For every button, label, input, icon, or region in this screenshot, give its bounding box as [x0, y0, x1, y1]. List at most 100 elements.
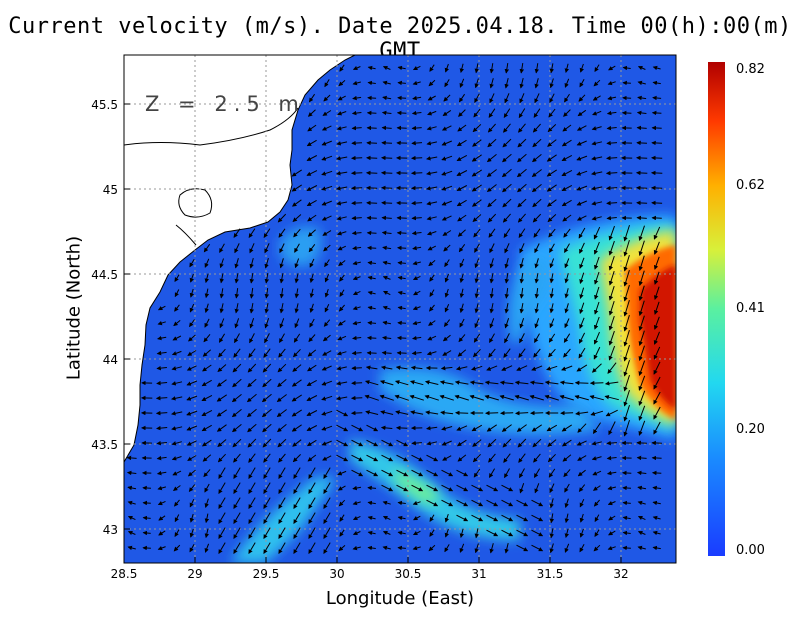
- velocity-arrow: [380, 425, 393, 431]
- velocity-arrow: [366, 335, 377, 341]
- velocity-arrow: [519, 77, 524, 89]
- velocity-arrow: [412, 80, 421, 86]
- velocity-arrow: [395, 410, 409, 415]
- velocity-arrow: [397, 515, 406, 521]
- velocity-arrow: [380, 170, 393, 176]
- velocity-arrow: [486, 365, 498, 371]
- velocity-arrow: [487, 138, 497, 148]
- velocity-arrow: [217, 364, 227, 372]
- velocity-arrow: [592, 485, 601, 491]
- velocity-arrow: [576, 170, 588, 176]
- velocity-arrow: [174, 304, 180, 312]
- velocity-arrow: [203, 243, 211, 253]
- velocity-arrow: [352, 260, 361, 266]
- velocity-arrow: [294, 273, 299, 284]
- velocity-arrow: [638, 390, 646, 406]
- velocity-arrow: [516, 514, 529, 522]
- velocity-arrow: [636, 215, 647, 221]
- velocity-arrow: [637, 515, 646, 521]
- velocity-arrow: [439, 394, 454, 401]
- velocity-arrow: [454, 394, 469, 401]
- velocity-arrow: [441, 215, 452, 221]
- velocity-arrow: [579, 528, 584, 538]
- velocity-arrow: [338, 80, 346, 87]
- velocity-arrow: [516, 424, 527, 432]
- velocity-arrow: [293, 467, 301, 480]
- velocity-arrow: [367, 260, 376, 266]
- velocity-arrow: [605, 170, 618, 176]
- velocity-arrow: [171, 411, 183, 416]
- velocity-arrow: [218, 467, 226, 480]
- velocity-arrow: [516, 544, 529, 552]
- velocity-arrow: [352, 545, 361, 551]
- velocity-arrow: [233, 542, 241, 555]
- velocity-arrow: [563, 469, 571, 478]
- velocity-arrow: [307, 229, 316, 237]
- velocity-arrow: [157, 485, 167, 491]
- velocity-arrow: [155, 410, 168, 416]
- velocity-arrow: [591, 441, 602, 446]
- velocity-arrow: [579, 287, 585, 300]
- velocity-arrow: [442, 350, 452, 356]
- velocity-arrow: [561, 365, 573, 371]
- velocity-arrow: [531, 169, 542, 177]
- velocity-arrow: [502, 438, 512, 448]
- velocity-arrow: [338, 499, 346, 507]
- velocity-arrow: [204, 483, 210, 493]
- velocity-arrow: [201, 394, 213, 402]
- velocity-arrow: [608, 530, 616, 536]
- velocity-arrow: [606, 155, 618, 161]
- velocity-arrow: [489, 303, 494, 314]
- velocity-arrow: [261, 408, 272, 418]
- velocity-arrow: [409, 394, 424, 401]
- velocity-arrow: [579, 498, 585, 508]
- velocity-arrow: [441, 484, 454, 492]
- velocity-arrow: [412, 320, 422, 326]
- velocity-arrow: [441, 125, 452, 131]
- velocity-arrow: [247, 438, 257, 448]
- velocity-arrow: [309, 288, 315, 299]
- velocity-arrow: [216, 409, 227, 417]
- velocity-arrow: [638, 375, 646, 391]
- velocity-arrow: [489, 258, 494, 269]
- velocity-arrow: [322, 334, 331, 342]
- velocity-arrow: [367, 545, 376, 551]
- velocity-arrow: [519, 287, 525, 299]
- velocity-arrow: [157, 500, 166, 506]
- velocity-arrow: [579, 544, 585, 553]
- velocity-arrow: [410, 365, 423, 371]
- velocity-arrow: [202, 349, 212, 357]
- velocity-arrow: [426, 216, 437, 221]
- velocity-arrow: [441, 170, 453, 176]
- velocity-arrow: [518, 123, 526, 133]
- velocity-arrow: [549, 543, 554, 554]
- velocity-arrow: [622, 545, 631, 551]
- velocity-arrow: [440, 365, 453, 371]
- velocity-arrow: [456, 170, 468, 176]
- velocity-arrow: [489, 318, 495, 329]
- velocity-arrow: [307, 349, 317, 357]
- velocity-arrow: [534, 483, 540, 494]
- velocity-arrow: [249, 273, 255, 284]
- velocity-arrow: [248, 228, 256, 239]
- velocity-arrow: [428, 544, 436, 552]
- velocity-arrow: [547, 439, 557, 447]
- velocity-arrow: [158, 530, 166, 536]
- colorbar-label: 0.41: [736, 301, 765, 316]
- velocity-arrow: [189, 544, 195, 553]
- velocity-arrow: [321, 425, 333, 431]
- velocity-arrow: [636, 110, 647, 116]
- velocity-arrow: [412, 95, 422, 101]
- velocity-arrow: [411, 230, 422, 236]
- velocity-arrow: [441, 140, 452, 146]
- velocity-arrow: [339, 289, 345, 297]
- y-axis-label: Latitude (North): [63, 235, 85, 381]
- velocity-arrow: [293, 482, 301, 495]
- velocity-arrow: [623, 299, 630, 317]
- velocity-arrow: [425, 410, 439, 415]
- velocity-arrow: [472, 139, 482, 147]
- velocity-arrow: [593, 79, 601, 87]
- velocity-arrow: [636, 455, 647, 461]
- velocity-arrow: [549, 93, 555, 103]
